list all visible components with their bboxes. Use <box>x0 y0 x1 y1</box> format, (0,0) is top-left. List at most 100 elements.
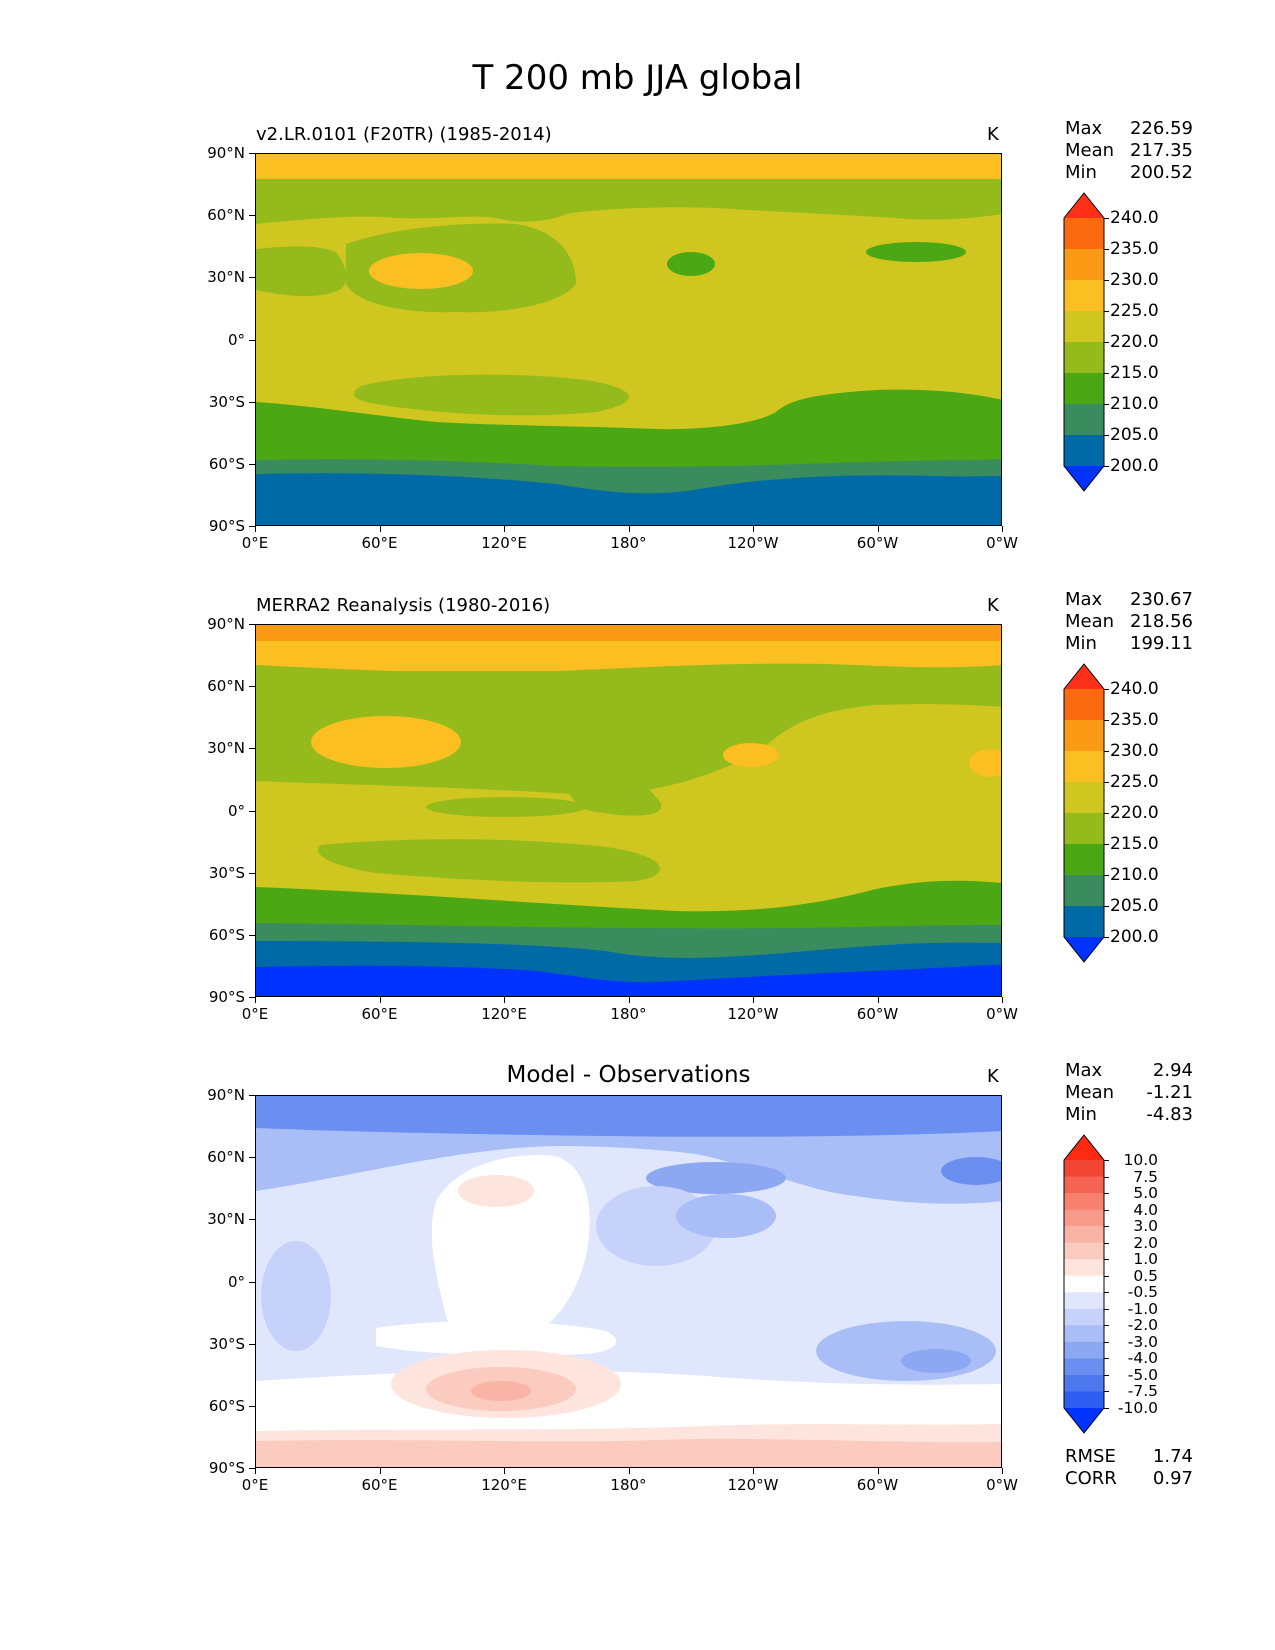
panel-3-xtick: 60°E <box>361 1476 398 1494</box>
panel-3-xtick: 0°E <box>241 1476 269 1494</box>
tick-mark <box>1104 1275 1109 1277</box>
panel-1-ytick: 90°S <box>208 517 245 535</box>
panel-1-field <box>256 154 1001 525</box>
panel-1-ytick: 60°S <box>208 454 245 473</box>
panel-2-xtick: 120°E <box>481 1005 527 1023</box>
panel-3-xtick: 0°W <box>986 1476 1018 1494</box>
colorbar-extend-min <box>1064 1408 1104 1433</box>
colorbar-segment <box>1064 906 1104 938</box>
field-band <box>256 1438 1001 1467</box>
tick-mark <box>379 997 381 1003</box>
panel-3-ytick: 30°S <box>208 1334 245 1353</box>
tick-mark <box>255 997 256 1003</box>
panel-3-colorbar-label: -10.0 <box>1117 1399 1158 1417</box>
panel-3-xtick: 120°E <box>481 1476 527 1494</box>
panel-1-xtick: 60°W <box>856 534 899 552</box>
panel-3-colorbar-label: 2.0 <box>1133 1233 1158 1252</box>
panel-2-ytick: 90°N <box>207 615 245 633</box>
tick-mark <box>249 1281 255 1283</box>
colorbar-segment <box>1064 689 1104 721</box>
field-band <box>256 246 347 297</box>
tick-mark <box>379 526 381 532</box>
tick-mark <box>1104 875 1109 876</box>
panel-1-title: v2.LR.0101 (F20TR) (1985-2014) <box>256 124 552 145</box>
tick-mark <box>249 997 255 998</box>
panel-3-colorbar-label: -1.0 <box>1127 1299 1158 1318</box>
field-band <box>256 965 1001 996</box>
panel-2-ytick: 90°S <box>208 988 245 1006</box>
colorbar-segment <box>1064 280 1104 312</box>
panel-1-colorbar-label: 220.0 <box>1110 332 1159 352</box>
panel-2-mean-value: 218.56 <box>1130 611 1193 632</box>
panel-2-map <box>255 624 1002 997</box>
panel-3-colorbar-label: -0.5 <box>1127 1283 1158 1302</box>
colorbar-segment <box>1064 1226 1104 1244</box>
panel-3-xtick: 120°W <box>727 1476 779 1494</box>
panel-1-units: K <box>987 124 999 145</box>
panel-2-title: MERRA2 Reanalysis (1980-2016) <box>256 595 551 616</box>
panel-3-mean-label: Mean <box>1065 1082 1115 1103</box>
panel-3-min-label: Min <box>1065 1104 1097 1125</box>
colorbar-segment <box>1064 1160 1104 1178</box>
panel-1-colorbar-label: 215.0 <box>1110 363 1159 383</box>
panel-3-ytick: 90°N <box>207 1086 245 1104</box>
tick-mark <box>249 153 255 154</box>
panel-2-xtick: 120°W <box>727 1005 779 1023</box>
panel-1-colorbar <box>1063 192 1105 492</box>
panel-1-colorbar-label: 235.0 <box>1110 239 1159 259</box>
tick-mark <box>249 1343 255 1345</box>
field-band <box>901 1349 971 1373</box>
panel-3-max-value: 2.94 <box>1152 1060 1193 1081</box>
panel-3-units: K <box>987 1066 999 1087</box>
tick-mark <box>628 997 630 1003</box>
panel-1-xtick: 60°E <box>361 534 398 552</box>
field-band <box>816 1321 996 1381</box>
panel-1-ytick: 30°N <box>207 268 245 287</box>
panel-1-colorbar-label: 210.0 <box>1110 394 1159 414</box>
tick-mark <box>249 463 255 465</box>
field-band <box>369 253 473 289</box>
panel-2-colorbar-label: 205.0 <box>1110 896 1159 916</box>
field-band <box>471 1381 531 1401</box>
colorbar-segment <box>1064 1259 1104 1277</box>
colorbar-segment <box>1064 1325 1104 1343</box>
tick-mark <box>1104 1160 1109 1161</box>
panel-2-max-value: 230.67 <box>1130 589 1193 610</box>
tick-mark <box>504 1468 505 1474</box>
field-band <box>256 663 1001 687</box>
panel-1-ytick: 30°S <box>208 392 245 411</box>
tick-mark <box>249 1095 255 1096</box>
field-band <box>431 1155 590 1350</box>
panel-3-mean-value: -1.21 <box>1146 1082 1193 1103</box>
panel-2-min-label: Min <box>1065 633 1097 654</box>
panel-3-field <box>256 1096 1001 1467</box>
panel-1-ytick: 60°N <box>207 206 245 225</box>
tick-mark <box>255 526 256 532</box>
panel-2-colorbar-label: 235.0 <box>1110 710 1159 730</box>
colorbar-segment <box>1064 1374 1104 1393</box>
field-band <box>458 1175 534 1207</box>
panel-1-mean-value: 217.35 <box>1130 140 1193 161</box>
tick-mark <box>753 997 754 1003</box>
field-band <box>426 797 586 817</box>
field-band <box>646 1162 786 1194</box>
panel-2-ytick: 30°N <box>207 739 245 758</box>
panel-3-colorbar-label: -4.0 <box>1127 1349 1158 1368</box>
tick-mark <box>504 526 505 532</box>
tick-mark <box>1104 373 1109 374</box>
tick-mark <box>1104 1391 1109 1393</box>
tick-mark <box>1104 249 1109 250</box>
panel-2-xtick: 180° <box>610 1005 647 1023</box>
panel-2-min-value: 199.11 <box>1130 633 1193 654</box>
tick-mark <box>1104 751 1109 752</box>
tick-mark <box>1104 1209 1109 1211</box>
tick-mark <box>1104 1226 1109 1228</box>
corr-label: CORR <box>1065 1468 1117 1489</box>
tick-mark <box>753 526 754 532</box>
field-band <box>311 716 461 768</box>
field-band <box>866 242 966 262</box>
corr-value: 0.97 <box>1152 1468 1193 1489</box>
panel-1-colorbar-label: 205.0 <box>1110 425 1159 445</box>
panel-2-ytick: 0° <box>227 801 245 820</box>
colorbar-segment <box>1064 1275 1104 1293</box>
